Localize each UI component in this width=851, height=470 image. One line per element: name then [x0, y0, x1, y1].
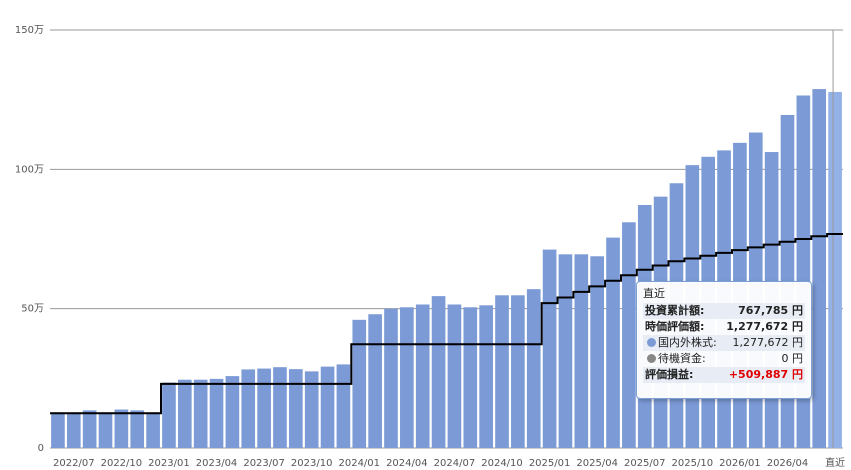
x-axis-ticks: 2022/07 2022/10 2023/01 2023/04 2023/07 2023/…	[53, 456, 845, 469]
bar[interactable]	[114, 409, 129, 448]
y-tick-label: 150万	[15, 25, 44, 36]
bar[interactable]	[225, 376, 240, 448]
bar[interactable]	[368, 314, 382, 448]
x-tick-label: 2022/07	[53, 458, 95, 469]
tooltip-row-invested: 投資累計額: 767,785 円	[643, 303, 805, 319]
bar[interactable]	[622, 222, 636, 448]
bar[interactable]	[304, 371, 319, 448]
x-tick-label: 2024/07	[434, 458, 476, 469]
bar[interactable]	[257, 368, 271, 448]
bar[interactable]	[542, 249, 557, 448]
bar[interactable]	[209, 378, 224, 448]
bar[interactable]	[431, 296, 446, 448]
tooltip-value: 1,277,672 円	[726, 320, 803, 333]
tooltip-row-market-value: 時価評価額: 1,277,672 円	[643, 319, 805, 335]
tooltip: 直近 投資累計額: 767,785 円 時価評価額: 1,277,672 円 国…	[636, 281, 812, 399]
bar[interactable]	[82, 410, 97, 448]
bar[interactable]	[130, 410, 145, 448]
bar[interactable]	[193, 379, 208, 448]
tooltip-label: 時価評価額:	[645, 320, 705, 333]
tooltip-value: +509,887 円	[728, 368, 803, 381]
bar[interactable]	[828, 91, 842, 448]
x-tick-label: 2024/04	[386, 458, 428, 469]
investment-line	[50, 233, 843, 415]
bar[interactable]	[336, 364, 351, 448]
x-tick-label: 2023/10	[291, 458, 333, 469]
x-tick-label: 2023/04	[196, 458, 238, 469]
bar[interactable]	[511, 295, 525, 448]
bar[interactable]	[590, 256, 604, 448]
y-axis-ticks: 150万 100万 50万 0	[15, 25, 44, 454]
bar[interactable]	[146, 412, 160, 448]
bar[interactable]	[289, 369, 303, 448]
x-tick-label: 2025/04	[576, 458, 618, 469]
bar[interactable]	[526, 289, 541, 448]
bar[interactable]	[177, 379, 192, 448]
bar[interactable]	[400, 307, 414, 448]
x-tick-label: 2023/01	[148, 458, 190, 469]
tooltip-value: 0 円	[781, 352, 804, 365]
x-tick-label: 2026/01	[719, 458, 761, 469]
tooltip-row-stocks: 国内外株式: 1,277,672 円	[643, 335, 805, 351]
x-tick-label: 2025/01	[529, 458, 571, 469]
x-tick-label: 2022/10	[101, 458, 143, 469]
x-tick-label: 2025/10	[672, 458, 714, 469]
y-tick-label: 0	[38, 443, 44, 454]
bar[interactable]	[352, 319, 367, 448]
tooltip-value: 767,785 円	[738, 304, 803, 317]
tooltip-label: 待機資金:	[658, 352, 706, 365]
tooltip-title: 直近	[643, 287, 665, 300]
y-tick-label: 50万	[21, 304, 44, 315]
y-tick-label: 100万	[15, 164, 44, 175]
x-tick-label: 2026/04	[767, 458, 809, 469]
bar[interactable]	[273, 367, 287, 448]
bar[interactable]	[415, 304, 430, 448]
bar[interactable]	[463, 307, 478, 448]
bar[interactable]	[812, 89, 827, 448]
bar[interactable]	[558, 254, 573, 448]
tooltip-label: 投資累計額:	[645, 304, 705, 317]
cash-dot-icon	[647, 354, 656, 363]
bar[interactable]	[162, 382, 176, 448]
x-tick-label: 2025/07	[624, 458, 666, 469]
x-tick-label: 2024/01	[338, 458, 380, 469]
bar[interactable]	[574, 254, 589, 448]
bar[interactable]	[479, 305, 493, 448]
bar[interactable]	[447, 304, 462, 448]
bar[interactable]	[606, 237, 620, 448]
tooltip-row-gain: 評価損益: +509,887 円	[643, 367, 805, 383]
tooltip-value: 1,277,672 円	[732, 336, 803, 349]
bar[interactable]	[495, 295, 509, 448]
x-tick-label: 2023/07	[243, 458, 285, 469]
x-tick-label: 直近	[825, 456, 845, 469]
tooltip-label: 国内外株式:	[658, 336, 717, 349]
tooltip-label: 評価損益:	[645, 368, 694, 381]
investment-step-line	[50, 233, 843, 415]
bar[interactable]	[320, 366, 335, 448]
bar[interactable]	[51, 412, 65, 448]
bar[interactable]	[66, 412, 81, 448]
tooltip-row-cash: 待機資金: 0 円	[643, 351, 805, 367]
bar[interactable]	[241, 369, 256, 448]
stocks-dot-icon	[647, 338, 656, 347]
bar[interactable]	[98, 412, 113, 448]
x-tick-label: 2024/10	[481, 458, 523, 469]
bar[interactable]	[384, 308, 398, 448]
